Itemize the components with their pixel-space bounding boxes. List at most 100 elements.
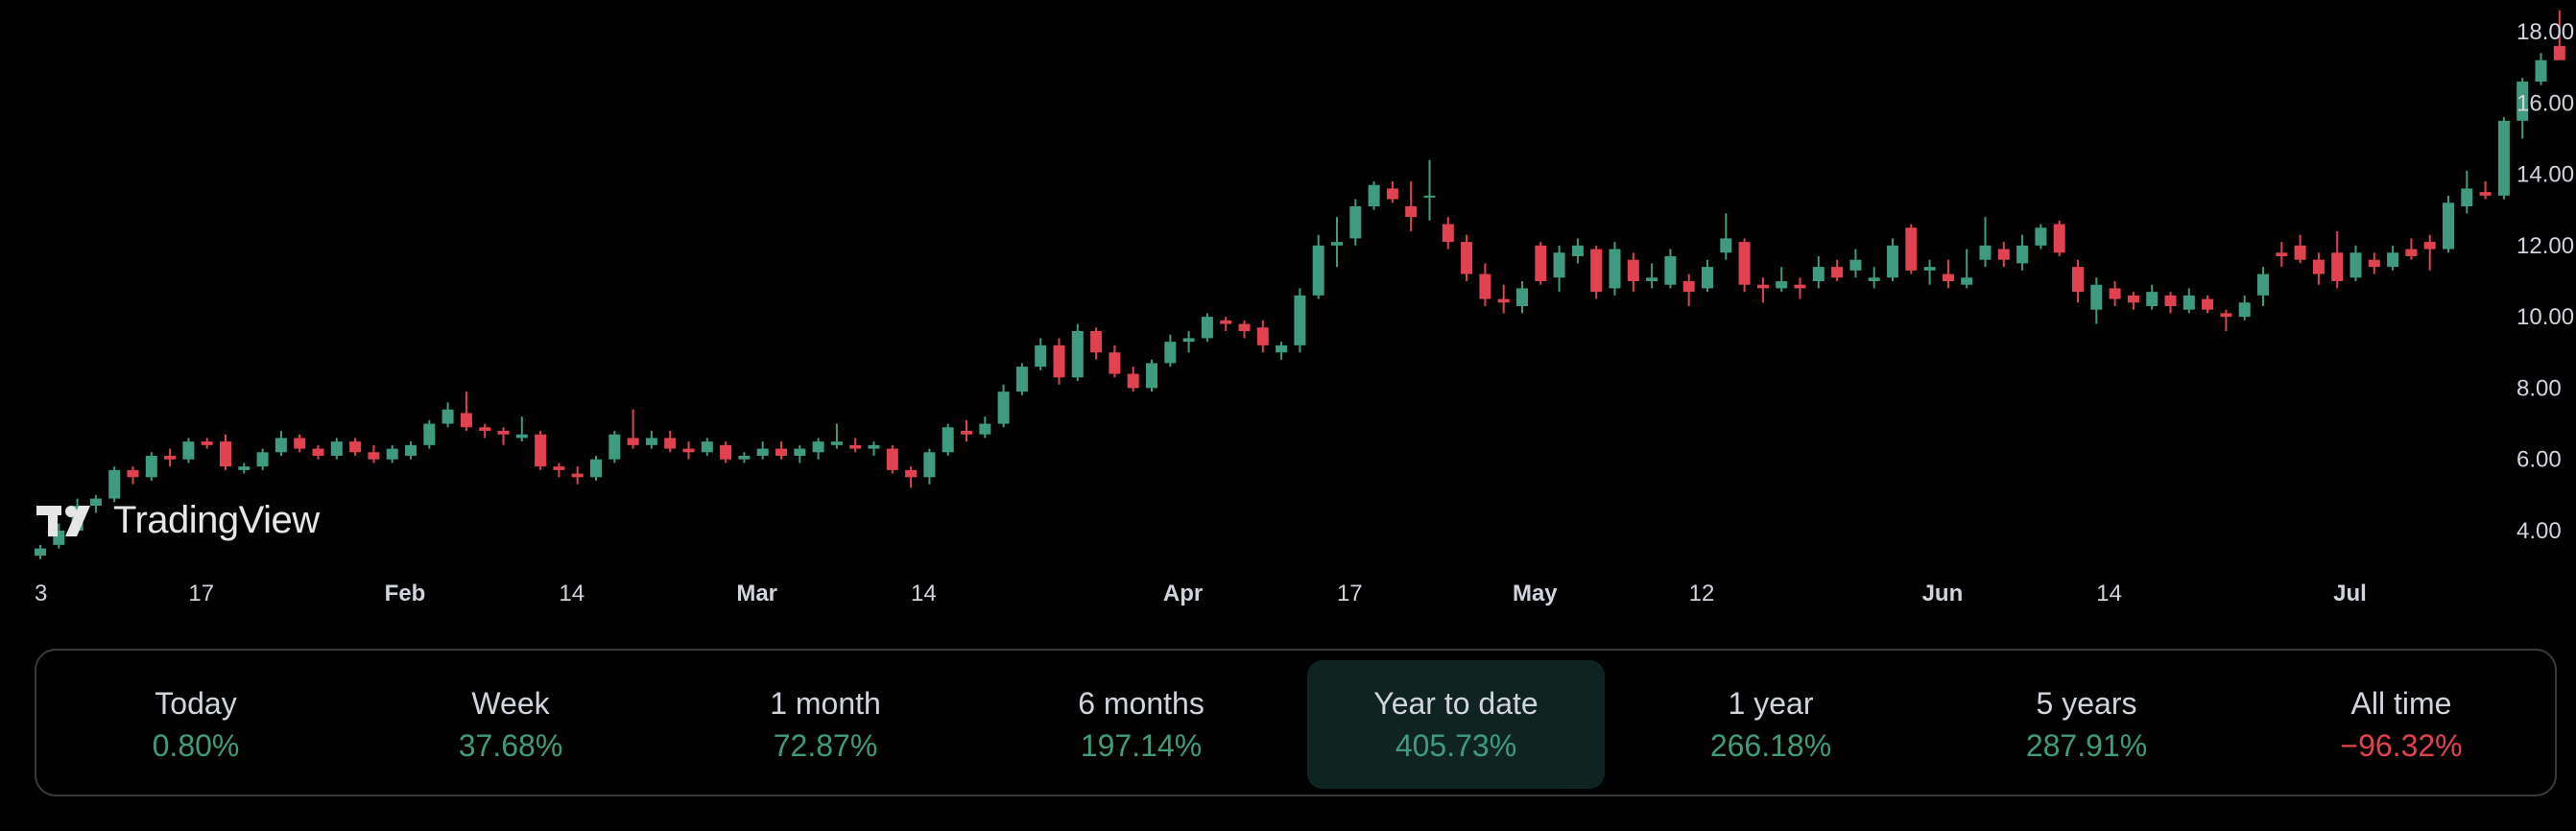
period-all-time[interactable]: All time −96.32% — [2253, 660, 2550, 789]
candle-body — [720, 444, 732, 460]
candle-97 — [1831, 259, 1844, 281]
tradingview-logo[interactable]: TradingView — [35, 499, 320, 542]
y-tick-label: 6.00 — [2516, 447, 2562, 473]
candle-118 — [2220, 309, 2232, 331]
candle-116 — [2182, 288, 2195, 314]
candle-body — [441, 409, 454, 424]
candle-body — [1627, 259, 1639, 281]
candle-body — [794, 448, 806, 456]
candle-112 — [2109, 281, 2121, 306]
candle-76 — [1442, 217, 1454, 249]
candle-body — [1294, 295, 1306, 345]
candle-81 — [1535, 242, 1547, 285]
period-week[interactable]: Week 37.68% — [362, 660, 659, 789]
x-tick-label: May — [1513, 581, 1558, 606]
candle-body — [756, 448, 769, 456]
period-6-months[interactable]: 6 months 197.14% — [992, 660, 1290, 789]
candle-75 — [1423, 159, 1436, 221]
candle-82 — [1553, 245, 1565, 293]
period-5-years[interactable]: 5 years 287.91% — [1938, 660, 2235, 789]
candle-113 — [2127, 292, 2139, 310]
candle-body — [1053, 344, 1065, 378]
price-chart[interactable]: 4.00 6.00 8.00 10.00 12.00 14.00 16.00 18.00 3 1… — [0, 0, 2576, 624]
y-axis[interactable]: 4.00 6.00 8.00 10.00 12.00 14.00 16.00 18.00 — [2516, 19, 2574, 544]
candle-body — [571, 473, 584, 478]
candle-body — [1997, 249, 2010, 260]
candle-body — [627, 438, 639, 445]
candle-16 — [330, 438, 343, 460]
candle-body — [1442, 224, 1454, 243]
candle-122 — [2294, 234, 2306, 264]
period-label: 5 years — [2036, 686, 2137, 721]
candle-body — [108, 469, 121, 499]
period-year-to-date[interactable]: Year to date 405.73% — [1307, 660, 1605, 789]
candle-128 — [2405, 238, 2418, 260]
candle-body — [1979, 245, 1992, 260]
candle-120 — [2257, 267, 2269, 306]
x-tick-label: Mar — [736, 581, 777, 606]
candle-body — [1182, 338, 1195, 343]
candle-19 — [386, 444, 398, 463]
candle-body — [701, 441, 713, 453]
candle-100 — [1887, 238, 1898, 281]
candle-29 — [571, 466, 584, 485]
period-change-value: 72.87% — [773, 728, 878, 763]
candle-body — [590, 459, 602, 478]
candle-body — [1756, 284, 1769, 289]
period-today[interactable]: Today 0.80% — [47, 660, 345, 789]
candle-body — [923, 452, 936, 478]
candle-body — [775, 448, 787, 456]
period-1-year[interactable]: 1 year 266.18% — [1622, 660, 1920, 789]
candle-49 — [942, 423, 954, 456]
candle-body — [368, 452, 380, 460]
candle-body — [2349, 252, 2362, 278]
candle-125 — [2349, 245, 2362, 281]
candle-body — [997, 392, 1010, 424]
candle-94 — [1776, 267, 1788, 293]
candle-3 — [89, 494, 102, 513]
tradingview-logo-text: TradingView — [113, 499, 320, 541]
y-tick-label: 12.00 — [2516, 233, 2574, 259]
candle-18 — [368, 444, 380, 463]
candle-30 — [590, 456, 602, 481]
period-label: Year to date — [1373, 686, 1538, 721]
candle-body — [256, 452, 269, 467]
candle-9 — [201, 438, 213, 449]
period-label: 6 months — [1078, 686, 1205, 721]
candle-body — [1738, 242, 1751, 285]
candle-body — [145, 456, 157, 478]
candle-body — [1276, 344, 1288, 353]
candle-31 — [608, 431, 621, 463]
candle-body — [1146, 363, 1157, 389]
candle-body — [1423, 195, 1436, 198]
candle-body — [1849, 259, 1862, 271]
candlestick-chart[interactable]: 4.00 6.00 8.00 10.00 12.00 14.00 16.00 18.00 3 1… — [0, 0, 2576, 624]
candle-33 — [645, 431, 657, 449]
x-axis[interactable]: 3 17 Feb 14 Mar 14 Apr 17 May 12 Jun 14 Jul — [35, 581, 2367, 606]
candle-53 — [1015, 363, 1028, 395]
candle-body — [1479, 273, 1491, 299]
candle-48 — [923, 448, 936, 485]
candle-17 — [349, 438, 362, 456]
period-change-value: −96.32% — [2340, 728, 2463, 763]
candle-45 — [868, 441, 880, 456]
period-change-value: 287.91% — [2025, 728, 2148, 763]
candle-body — [1071, 331, 1084, 378]
period-1-month[interactable]: 1 month 72.87% — [677, 660, 974, 789]
candle-64 — [1220, 317, 1232, 331]
candle-body — [2146, 292, 2159, 306]
candle-body — [1942, 273, 1954, 281]
candle-body — [1553, 252, 1565, 278]
candle-body — [2090, 284, 2103, 310]
candle-57 — [1090, 327, 1103, 360]
candle-body — [2553, 45, 2565, 60]
candle-body — [2035, 227, 2047, 246]
candle-body — [1831, 267, 1844, 278]
candle-body — [2053, 224, 2065, 253]
candle-22 — [441, 402, 454, 428]
candle-72 — [1368, 181, 1380, 210]
candle-body — [2461, 188, 2473, 206]
candle-32 — [627, 409, 639, 449]
candle-14 — [294, 434, 306, 453]
candle-80 — [1516, 281, 1528, 314]
